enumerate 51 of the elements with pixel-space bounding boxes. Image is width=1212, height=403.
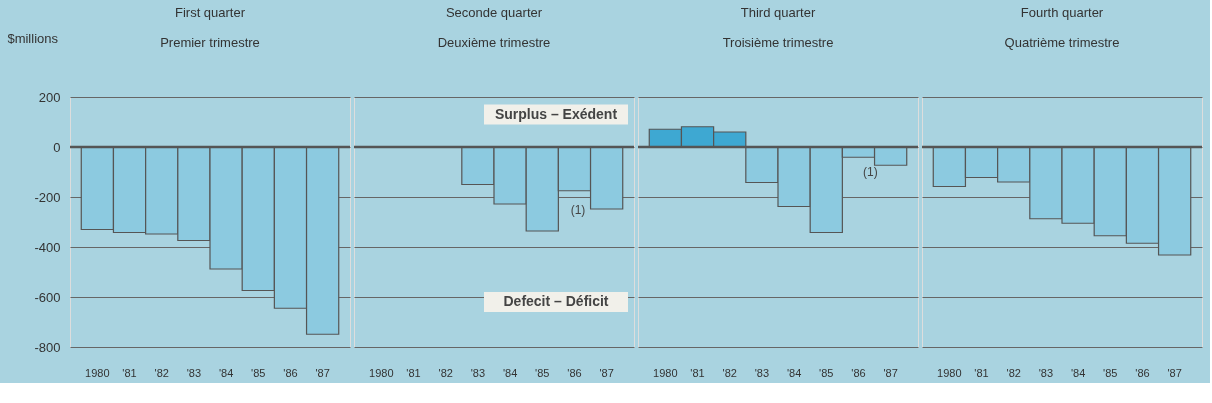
y-tick-label: -600 [34,289,61,305]
chart-subtitle: Premier trimestre [160,35,260,50]
x-tick-label: '84 [502,366,518,379]
x-tick-label: '83 [186,366,202,379]
x-tick-label: '86 [851,366,866,379]
x-tick-label: '82 [1006,366,1021,379]
x-tick-label: '85 [819,366,834,379]
x-tick-label: '85 [251,366,266,379]
x-tick-label: '81 [122,366,137,379]
annotation: Defecit – Déficit [503,293,609,309]
x-tick-label: '81 [690,366,705,379]
chart-subtitle: Quatrième trimestre [1004,35,1120,50]
x-tick-label: '86 [1135,366,1150,379]
x-tick-label: '83 [470,366,486,379]
chart-title: Seconde quarter [445,5,543,20]
annotation: (1) [863,165,878,179]
chart-subtitle: Troisième trimestre [722,35,834,50]
x-tick-label: '82 [154,366,169,379]
chart-title: Third quarter [740,5,816,20]
x-tick-label: '85 [535,366,550,379]
x-tick-label: '85 [1103,366,1118,379]
y-tick-label: 0 [53,139,61,155]
y-axis-title: $millions [7,31,59,46]
y-tick-label: 200 [38,89,61,105]
x-tick-label: '83 [754,366,770,379]
x-tick-label: '82 [722,366,737,379]
x-tick-label: 1980 [937,366,962,379]
x-tick-label: '87 [315,366,330,379]
x-tick-label: 1980 [369,366,394,379]
x-tick-label: '81 [406,366,421,379]
x-tick-label: '83 [1038,366,1054,379]
x-tick-label: '84 [218,366,234,379]
x-tick-label: '81 [974,366,989,379]
x-tick-label: 1980 [653,366,678,379]
x-tick-label: '86 [567,366,582,379]
x-tick-label: 1980 [85,366,110,379]
x-tick-label: '86 [283,366,298,379]
annotation: (1) [570,202,586,217]
x-tick-label: '84 [1070,366,1086,379]
x-tick-label: '87 [883,366,898,379]
chart-title: Fourth quarter [1020,5,1104,20]
y-tick-label: -800 [34,339,61,355]
x-tick-label: '87 [1167,366,1182,379]
x-tick-label: '84 [786,366,802,379]
annotation: Surplus – Exédent [494,105,618,122]
chart-title: First quarter [174,5,246,20]
x-tick-label: '87 [599,366,614,379]
x-tick-label: '82 [438,366,453,379]
y-tick-label: -400 [34,239,61,255]
chart-subtitle: Deuxième trimestre [437,35,551,50]
y-tick-label: -200 [34,189,61,205]
